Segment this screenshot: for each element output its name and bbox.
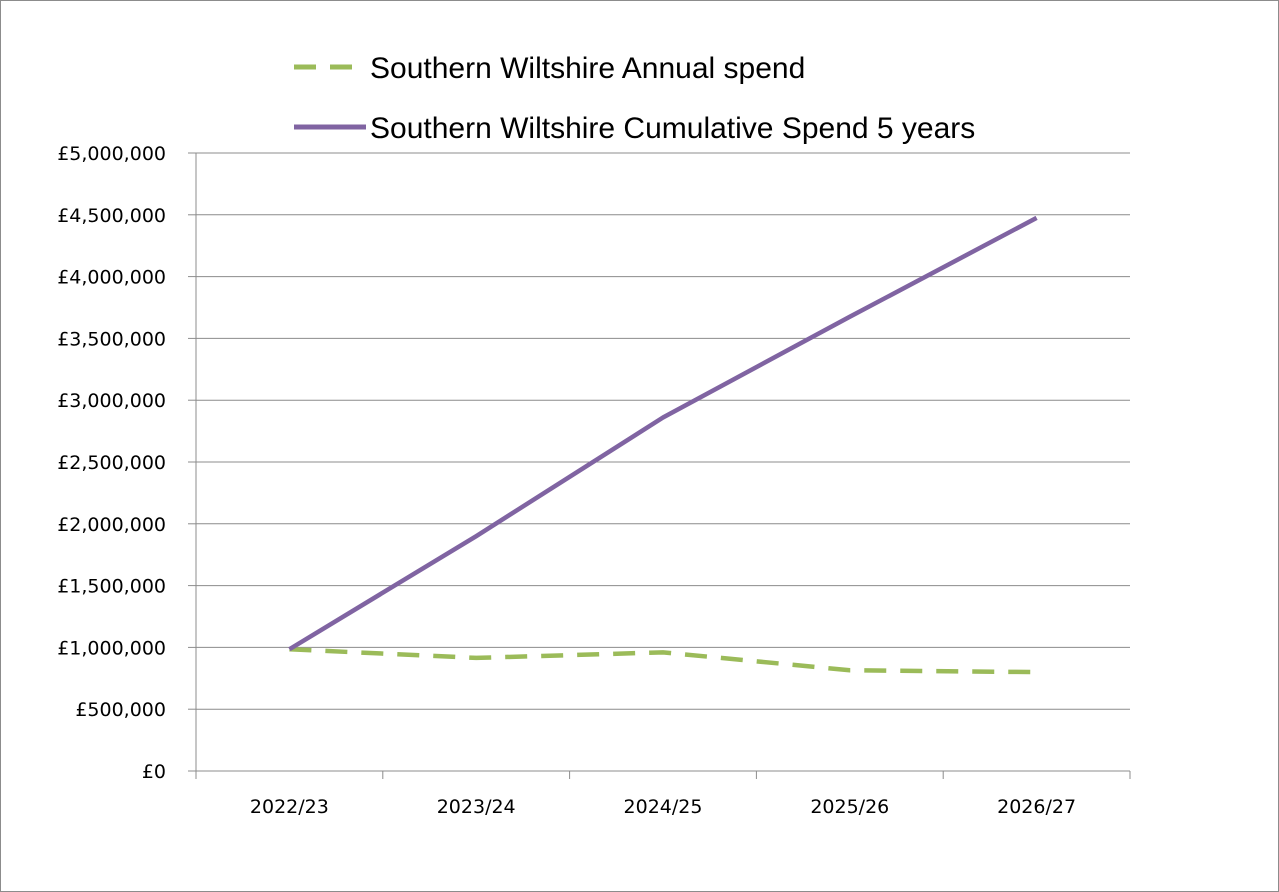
x-tick-label: 2025/26 — [810, 796, 889, 818]
y-tick-label: £4,500,000 — [57, 205, 166, 227]
axes — [188, 152, 1131, 779]
y-axis-tick-labels: £0 £500,000 £1,000,000 £1,500,000 £2,000,000… — [57, 143, 166, 783]
y-tick-label: £2,000,000 — [57, 514, 166, 536]
y-tick-label: £3,000,000 — [57, 390, 166, 412]
y-tick-label: £5,000,000 — [57, 143, 166, 165]
y-tick-label: £500,000 — [75, 699, 166, 721]
y-tick-label: £1,000,000 — [57, 637, 166, 659]
x-tick-label: 2023/24 — [437, 796, 516, 818]
y-tick-label: £1,500,000 — [57, 576, 166, 598]
x-tick-label: 2024/25 — [624, 796, 703, 818]
series-line-cumulative-spend — [288, 215, 1038, 652]
gridlines — [196, 152, 1130, 710]
x-tick-label: 2026/27 — [997, 796, 1076, 818]
y-tick-label: £4,000,000 — [57, 267, 166, 289]
x-tick-label: 2022/23 — [250, 796, 329, 818]
series-lines — [288, 215, 1038, 675]
legend: Southern Wiltshire Annual spend Southern … — [294, 52, 975, 145]
legend-label: Southern Wiltshire Cumulative Spend 5 ye… — [370, 112, 975, 145]
y-tick-label: £0 — [142, 761, 166, 783]
series-line-annual-spend — [289, 647, 1037, 675]
y-tick-label: £3,500,000 — [57, 328, 166, 350]
x-axis-tick-labels: 2022/23 2023/24 2024/25 2025/26 2026/27 — [250, 796, 1076, 818]
legend-label: Southern Wiltshire Annual spend — [370, 52, 805, 85]
y-tick-label: £2,500,000 — [57, 452, 166, 474]
